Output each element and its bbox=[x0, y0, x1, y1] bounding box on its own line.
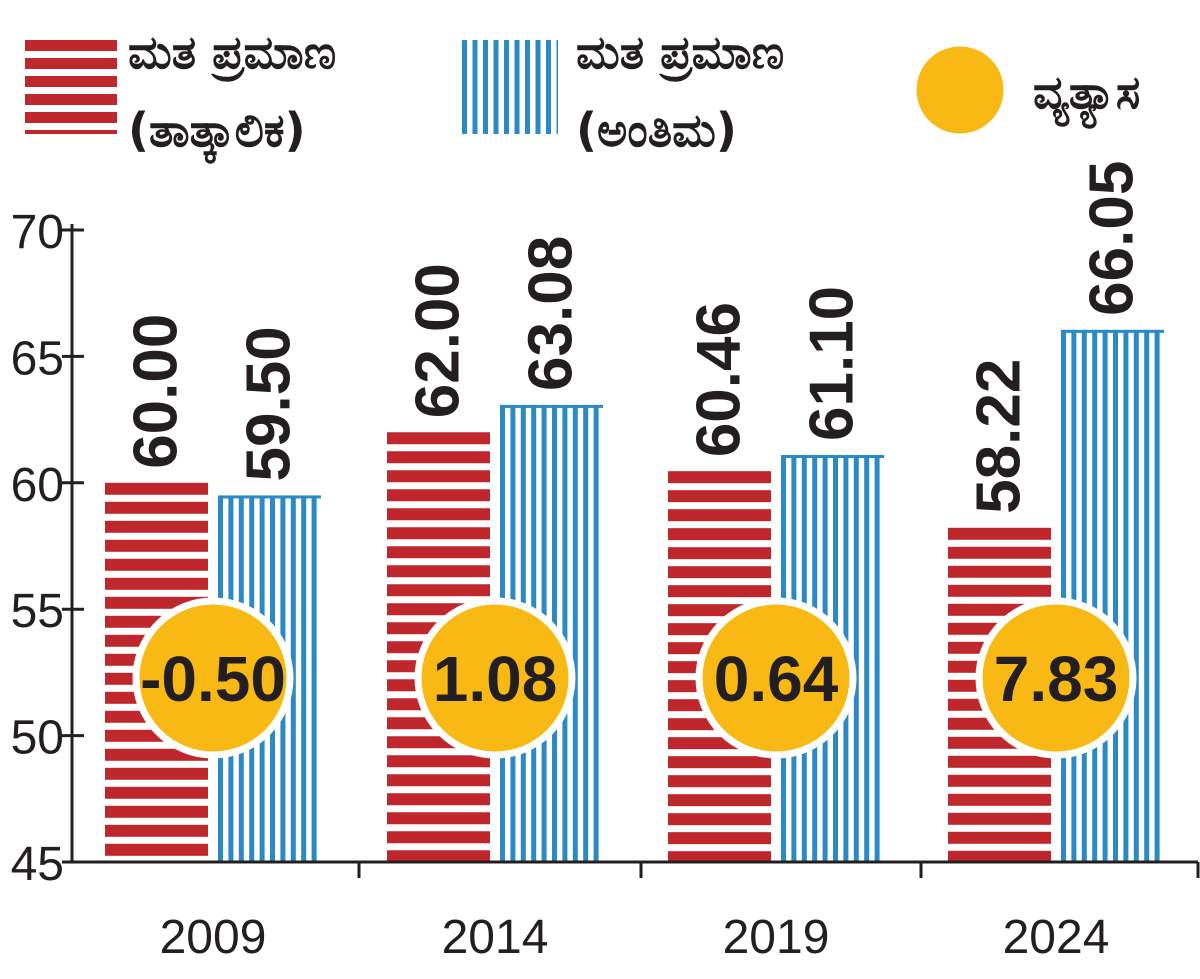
provisional-swatch bbox=[25, 40, 117, 134]
x-tick-2024: 2024 bbox=[1003, 911, 1110, 964]
value-label-provisional-2024: 58.22 bbox=[965, 359, 1034, 514]
y-tick-60: 60 bbox=[11, 459, 64, 512]
bar-final-2024 bbox=[1061, 329, 1164, 863]
legend-provisional-line1: ಮತ ಪ್ರಮಾಣ bbox=[128, 25, 337, 79]
value-label-final-2024: 66.05 bbox=[1078, 161, 1147, 316]
difference-swatch bbox=[911, 41, 1009, 139]
legend-provisional-line2: (ತಾತ್ಕಾಲಿಕ) bbox=[128, 103, 306, 157]
value-label-final-2009: 59.50 bbox=[235, 326, 304, 481]
legend-final-line2: (ಅಂತಿಮ) bbox=[576, 103, 737, 157]
difference-badge-2019: 0.64 bbox=[695, 597, 857, 759]
value-label-provisional-2009: 60.00 bbox=[122, 314, 191, 469]
difference-badge-2014: 1.08 bbox=[414, 597, 576, 759]
y-tick-50: 50 bbox=[11, 712, 64, 765]
y-tick-45: 45 bbox=[11, 838, 64, 891]
legend-final-line1: ಮತ ಪ್ರಮಾಣ bbox=[576, 25, 785, 79]
final-swatch bbox=[462, 40, 558, 134]
difference-value-2019: 0.64 bbox=[714, 643, 839, 715]
difference-value-2024: 7.83 bbox=[994, 643, 1119, 715]
y-tick-55: 55 bbox=[11, 585, 64, 638]
y-tick-65: 65 bbox=[11, 332, 64, 385]
legend-difference-label: ವ್ಯತ್ಯಾಸ bbox=[1033, 65, 1141, 119]
difference-value-2014: 1.08 bbox=[433, 643, 558, 715]
x-tick-2014: 2014 bbox=[442, 911, 549, 964]
difference-value-2009: -0.50 bbox=[140, 643, 286, 715]
value-label-provisional-2019: 60.46 bbox=[685, 302, 754, 457]
difference-badge-2024: 7.83 bbox=[975, 597, 1137, 759]
value-label-final-2019: 61.10 bbox=[798, 286, 867, 441]
chart-legend: ಮತ ಪ್ರಮಾಣ (ತಾತ್ಕಾಲಿಕ) ಮತ ಪ್ರಮಾಣ (ಅಂತಿಮ) … bbox=[0, 0, 1200, 190]
y-tick-70: 70 bbox=[11, 206, 64, 259]
value-label-provisional-2014: 62.00 bbox=[404, 263, 473, 418]
value-label-final-2014: 63.08 bbox=[517, 236, 586, 391]
difference-badge-2009: -0.50 bbox=[132, 597, 294, 759]
x-tick-2009: 2009 bbox=[160, 911, 267, 964]
x-tick-2019: 2019 bbox=[723, 911, 830, 964]
